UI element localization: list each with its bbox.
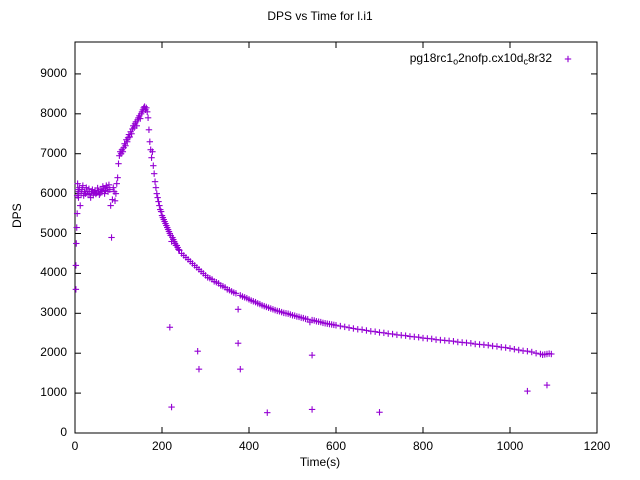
y-tick-label: 8000 xyxy=(40,105,67,120)
y-tick-label: 6000 xyxy=(40,185,67,200)
legend-entry-label: pg18rc1o2nofp.cx10dc8r32 xyxy=(409,51,552,67)
y-tick-label: 5000 xyxy=(40,225,67,240)
legend-marker xyxy=(564,55,572,63)
x-tick-label: 600 xyxy=(325,439,347,453)
y-tick-label: 7000 xyxy=(40,145,67,160)
x-tick-label: 1200 xyxy=(583,439,611,453)
x-tick-label: 1000 xyxy=(496,439,524,453)
chart-title: DPS vs Time for l.i1 xyxy=(267,9,373,23)
plot-border xyxy=(74,41,598,434)
y-tick-label: 4000 xyxy=(40,265,67,280)
x-tick-label: 200 xyxy=(151,439,173,453)
y-tick-label: 9000 xyxy=(40,65,67,80)
x-tick-label: 400 xyxy=(238,439,260,453)
y-tick-label: 3000 xyxy=(40,305,67,320)
x-tick-label: 800 xyxy=(412,439,434,453)
data-series-points xyxy=(72,103,555,416)
y-tick-label: 2000 xyxy=(40,345,67,360)
y-tick-label: 0 xyxy=(60,425,67,439)
y-tick-label: 1000 xyxy=(40,385,67,400)
x-axis-label: Time(s) xyxy=(299,455,341,469)
x-tick-label: 0 xyxy=(71,439,79,453)
